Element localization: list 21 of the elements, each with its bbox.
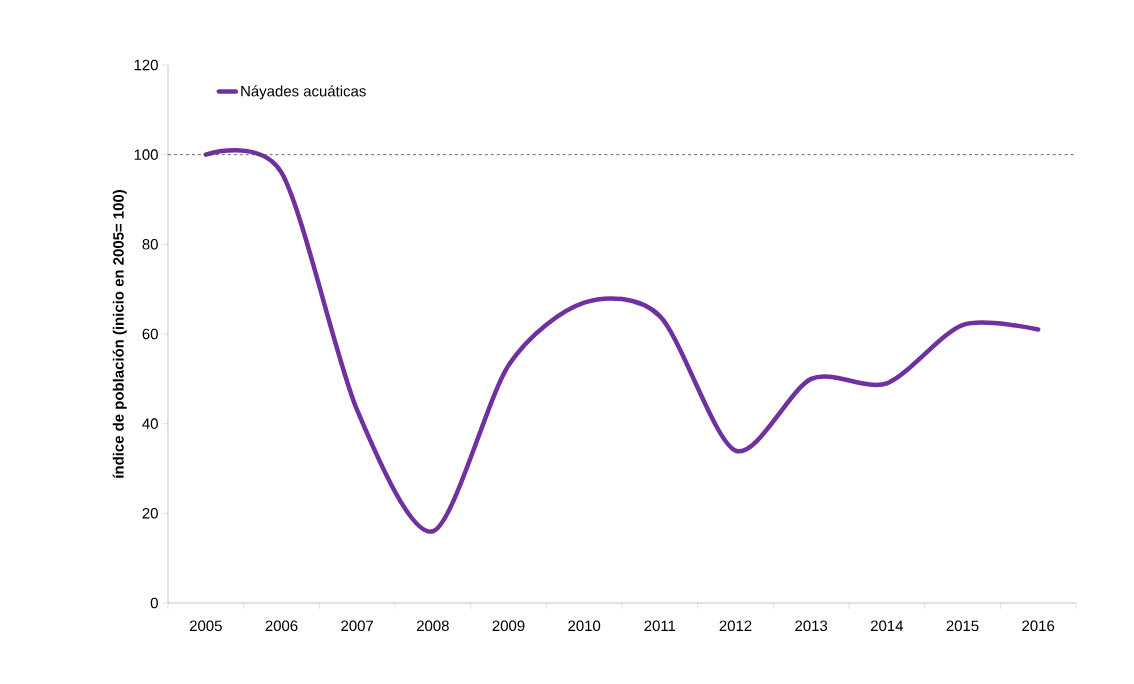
y-tick-label: 0 — [150, 597, 158, 609]
y-tick-label: 20 — [142, 508, 158, 519]
x-tick-label: 2008 — [416, 620, 449, 632]
legend-label: Náyades acuáticas — [241, 85, 366, 100]
x-tick-label: 2010 — [568, 620, 601, 632]
x-tick-label: 2009 — [492, 620, 525, 632]
x-tick-label: 2016 — [1022, 620, 1055, 632]
x-tick-label: 2005 — [189, 620, 222, 632]
x-tick-label: 2007 — [341, 620, 374, 632]
x-tick-label: 2006 — [265, 620, 298, 632]
y-tick-label: 60 — [142, 328, 158, 340]
y-tick-label: 120 — [134, 59, 158, 71]
x-tick-label: 2013 — [795, 620, 828, 632]
y-tick-label: 40 — [142, 418, 158, 429]
x-tick-label: 2012 — [719, 620, 752, 632]
y-axis-title: índice de población (inicio en 2005= 100) — [112, 190, 127, 478]
y-tick-label: 100 — [134, 149, 158, 160]
x-tick-label: 2015 — [946, 620, 979, 632]
y-tick-label: 80 — [142, 239, 158, 250]
x-tick-label: 2011 — [644, 620, 676, 632]
x-tick-label: 2014 — [870, 620, 904, 632]
